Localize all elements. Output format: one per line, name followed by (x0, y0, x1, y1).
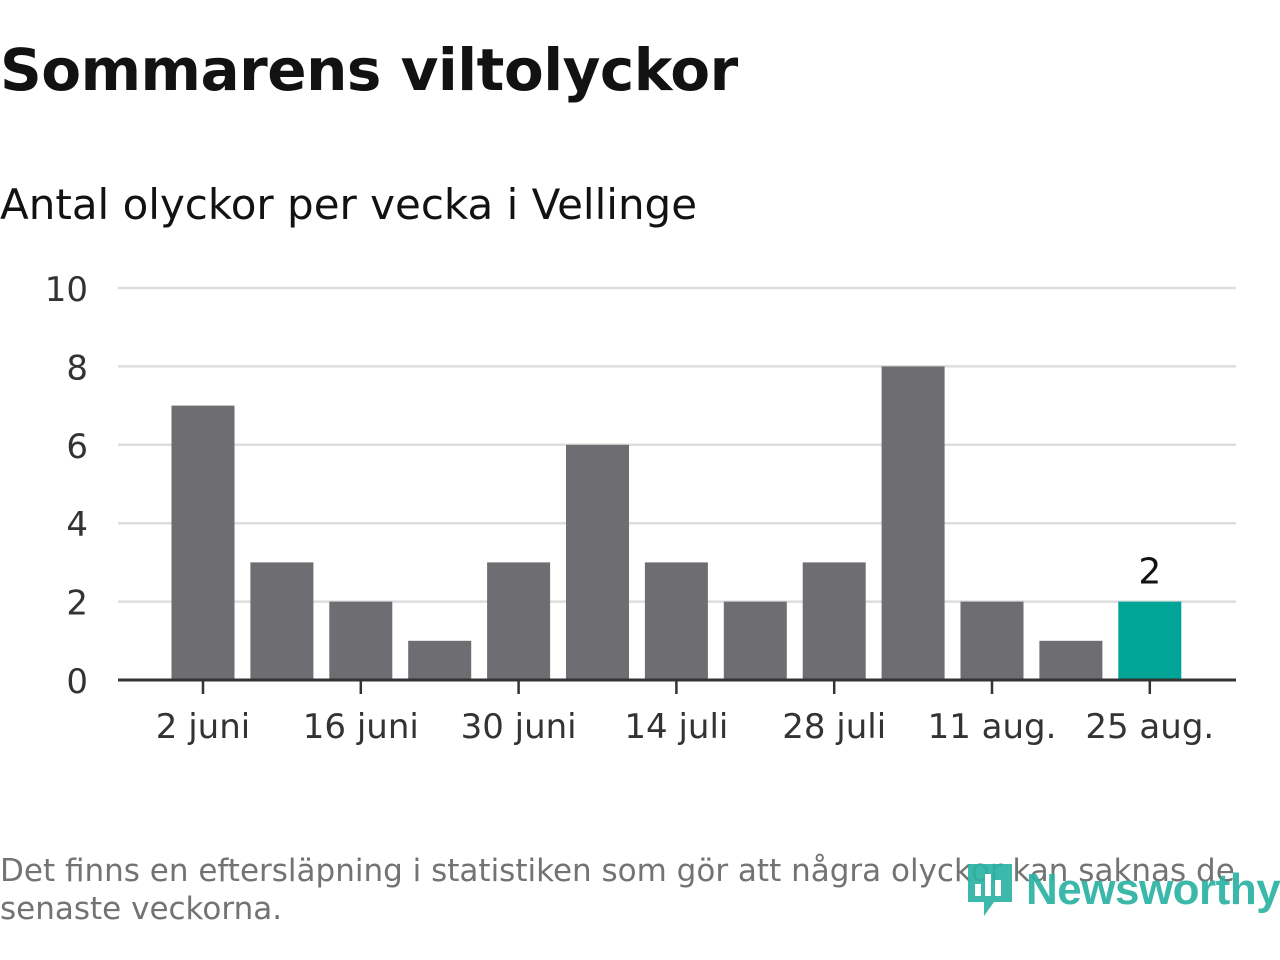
newsworthy-logo: Newsworthy (964, 858, 1280, 922)
y-tick-label-4: 4 (66, 505, 88, 545)
bar-7-juli (566, 444, 629, 680)
newsworthy-logo-icon (968, 864, 1012, 916)
bar-21-juli (723, 601, 787, 680)
x-tick-label: 16 juni (303, 707, 419, 747)
bar-4-aug (881, 366, 945, 680)
bar-2-juni (171, 405, 235, 680)
x-tick-label: 11 aug. (928, 707, 1057, 747)
y-tick-label-8: 8 (66, 348, 88, 388)
y-tick-label-10: 10 (45, 270, 88, 310)
grid-lines (118, 286, 1236, 603)
bar-14-juli (644, 562, 708, 680)
x-tick-label: 14 juli (624, 707, 728, 747)
bar-11-aug (960, 601, 1024, 680)
bar-30-juni (487, 562, 551, 680)
bar-16-juni (329, 601, 393, 680)
highlight-value-label: 2 (1138, 552, 1161, 593)
bar-chart: 0 2 4 6 8 10 2 juni 16 juni 30 juni 14 juli 28 jul… (45, 270, 1236, 747)
labels: 0 2 4 6 8 10 2 juni 16 juni 30 juni 14 juli 28 jul… (45, 270, 1214, 747)
logo-text: Newsworthy (1026, 865, 1280, 914)
x-tick-label: 25 aug. (1085, 707, 1214, 747)
bar-23-juni (408, 640, 472, 680)
x-axis (118, 678, 1236, 694)
x-tick-label: 30 juni (461, 707, 577, 747)
bar-18-aug (1039, 640, 1103, 680)
chart-subtitle: Antal olyckor per vecka i Vellinge (0, 180, 698, 229)
footnote: Det finns en eftersläpning i statistiken… (0, 853, 1235, 927)
y-tick-label-0: 0 (66, 662, 88, 702)
y-tick-label-6: 6 (66, 427, 88, 467)
chart-title: Sommarens viltolyckor (0, 36, 738, 104)
bar-9-juni (250, 562, 314, 680)
bar-28-juli (802, 562, 866, 680)
x-tick-label: 28 juli (782, 707, 886, 747)
y-tick-label-2: 2 (66, 584, 88, 624)
bar-25-aug (1118, 601, 1182, 680)
x-tick-label: 2 juni (156, 707, 250, 747)
bars (171, 366, 1182, 680)
